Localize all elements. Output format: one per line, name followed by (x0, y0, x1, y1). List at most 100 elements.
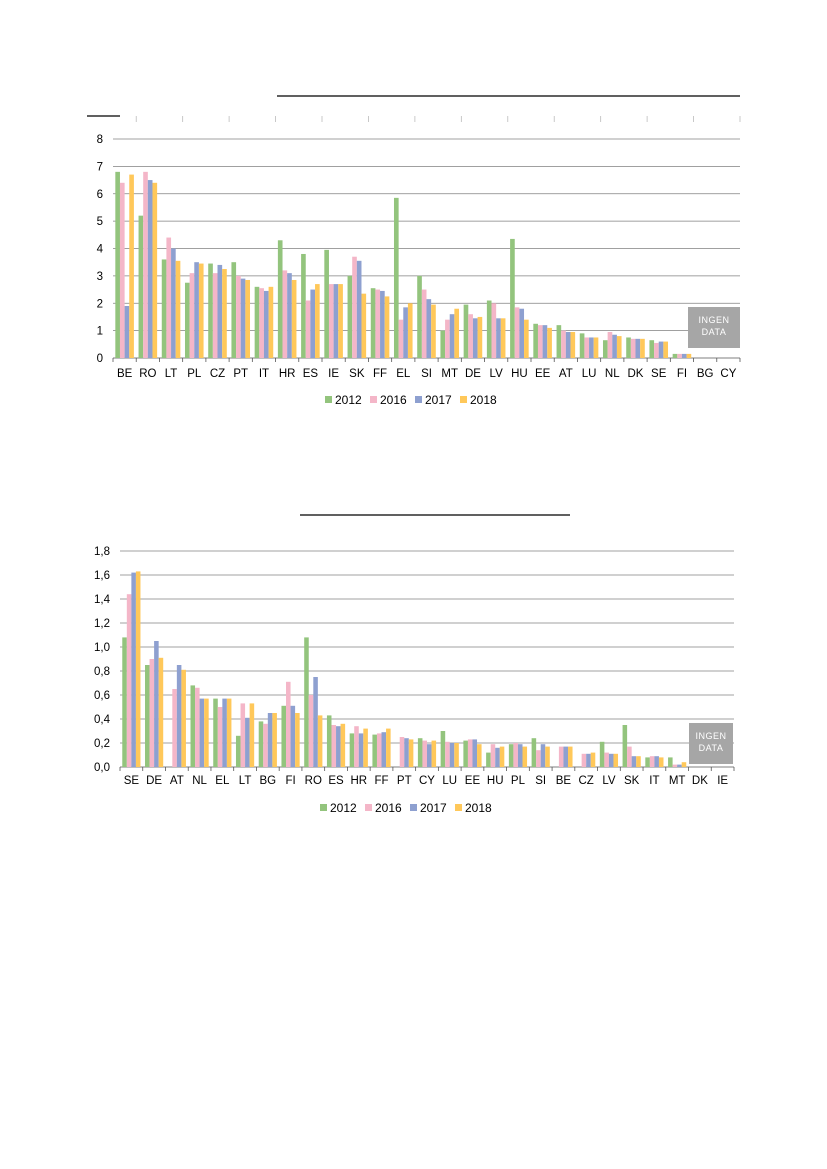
bar-2018-MT (681, 762, 687, 767)
bar-2018-ES (315, 284, 320, 358)
bar-2018-ES (340, 723, 346, 767)
legend-label-2012: 2012 (330, 801, 357, 815)
bar-2016-LV (491, 303, 497, 358)
bar-2016-SE (126, 594, 132, 767)
y-tick-label: 1,8 (94, 546, 110, 558)
x-tick-label: MT (441, 368, 458, 380)
bar-2012-SK (347, 275, 353, 358)
x-tick-label: SI (421, 368, 432, 380)
y-tick-label: 0,4 (94, 714, 111, 726)
bar-2018-LV (500, 318, 506, 358)
bar-2018-DK (640, 338, 645, 358)
x-tick-label: ES (328, 775, 344, 787)
bar-2018-PT (408, 739, 414, 767)
bar-2016-DE (468, 314, 473, 358)
bar-2016-IT (259, 288, 264, 358)
bar-2012-ES (326, 715, 332, 767)
bar-2012-SI (417, 275, 422, 358)
bar-2012-DK (626, 337, 631, 358)
bar-2012-IE (324, 249, 329, 358)
bar-2017-ES (336, 726, 341, 767)
bar-2018-AT (181, 669, 186, 767)
y-tick-label: 6 (97, 189, 103, 201)
bar-2016-AT (172, 689, 177, 767)
legend-swatch-2016 (370, 396, 377, 403)
y-tick-label: 3 (97, 271, 103, 283)
legend-label-2017: 2017 (425, 393, 452, 407)
x-tick-label: BG (260, 775, 277, 787)
x-tick-label: ES (303, 368, 319, 380)
no-data-box (688, 307, 740, 348)
x-tick-label: PL (511, 775, 526, 787)
x-tick-label: EL (215, 775, 230, 787)
bar-2012-HR (349, 733, 355, 767)
legend-label-2018: 2018 (465, 801, 492, 815)
bar-2018-IT (268, 286, 274, 358)
bar-2012-FF (372, 734, 377, 767)
bar-2016-LU (445, 741, 450, 767)
bar-2016-DK (630, 338, 636, 358)
y-tick-label: 0,2 (94, 738, 110, 750)
bar-2018-BG (272, 713, 277, 767)
y-tick-label: 1,2 (94, 618, 110, 630)
bar-2018-SI (545, 746, 550, 767)
y-tick-label: 5 (97, 216, 103, 228)
bar-2017-DE (154, 641, 159, 767)
bar-2012-LV (599, 741, 605, 767)
legend-label-2018: 2018 (470, 393, 497, 407)
bar-2018-LU (593, 337, 599, 358)
bar-2018-RO (152, 182, 158, 358)
bar-2017-BG (267, 713, 273, 767)
legend-label-2016: 2016 (380, 393, 407, 407)
bar-2017-PT (240, 278, 246, 358)
bar-2018-PL (522, 746, 528, 767)
bar-2012-DE (463, 304, 469, 358)
bar-2012-EE (463, 740, 468, 767)
bar-2016-FI (677, 353, 682, 358)
bar-2018-EE (547, 327, 552, 358)
bar-2012-BG (258, 721, 264, 767)
bar-2016-BG (263, 723, 268, 767)
bar-2017-EL (222, 698, 227, 767)
bar-2016-PT (399, 737, 405, 767)
bar-2018-LT (175, 260, 181, 358)
bar-2017-DK (635, 338, 641, 358)
bar-2012-LV (486, 300, 492, 358)
x-tick-label: FI (677, 368, 687, 380)
x-tick-label: SE (124, 775, 140, 787)
x-tick-label: CZ (210, 368, 225, 380)
bar-2016-EE (467, 739, 473, 767)
x-tick-label: IT (259, 368, 269, 380)
bar-2012-PT (231, 262, 237, 358)
bar-2017-EE (542, 325, 548, 358)
bar-2012-LU (440, 731, 446, 767)
bar-2017-MT (449, 314, 455, 358)
y-tick-label: 1,4 (94, 594, 111, 606)
bar-2012-SE (122, 637, 127, 767)
bar-2017-BE (563, 746, 568, 767)
bar-2016-RO (143, 171, 148, 358)
bar-2016-HR (282, 270, 288, 358)
bar-2012-ES (301, 253, 306, 358)
bar-2018-EL (407, 303, 413, 358)
x-tick-label: BE (117, 368, 133, 380)
bar-2017-HR (287, 273, 292, 358)
bar-2017-FI (290, 705, 296, 767)
bar-2016-NL (607, 331, 613, 358)
bar-2018-HU (499, 746, 505, 767)
bar-2018-CZ (222, 269, 227, 358)
bar-2016-SE (654, 342, 659, 358)
legend-swatch-2012 (320, 804, 327, 811)
bar-2017-NL (612, 334, 617, 358)
x-tick-label: RO (305, 775, 322, 787)
bar-2017-SE (658, 341, 664, 358)
x-tick-label: SI (535, 775, 546, 787)
bar-2018-FF (384, 296, 390, 358)
bar-2018-DE (477, 316, 483, 358)
y-tick-label: 1,0 (94, 642, 110, 654)
x-tick-label: PT (233, 368, 248, 380)
x-tick-label: CY (720, 368, 736, 380)
bar-2017-NL (199, 698, 205, 767)
legend-swatch-2018 (455, 804, 462, 811)
x-tick-label: HU (487, 775, 504, 787)
